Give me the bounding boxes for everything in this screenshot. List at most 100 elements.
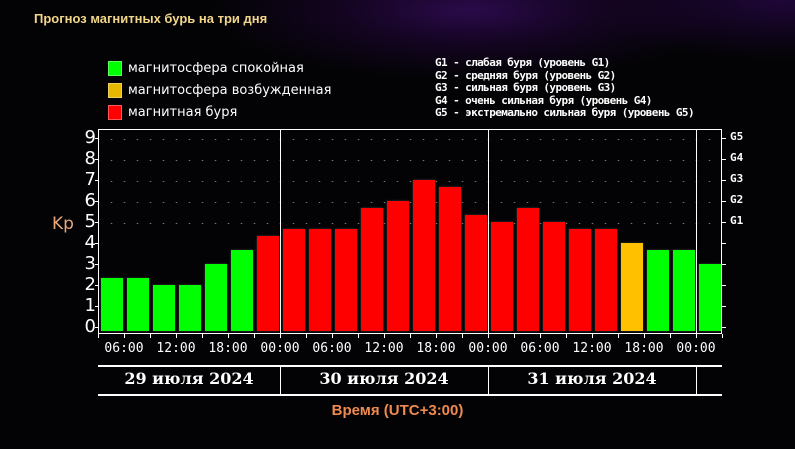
y-axis-label: Kp	[52, 214, 74, 234]
x-tick-label: 00:00	[676, 341, 716, 356]
y-tick-mark	[95, 306, 99, 307]
x-tick-mark	[722, 334, 723, 338]
x-tick-label: 00:00	[468, 341, 508, 356]
kp-bar	[101, 278, 123, 331]
date-label-day2: 30 июля 2024	[319, 369, 449, 388]
day-separator	[696, 130, 697, 333]
x-tick-mark	[436, 334, 437, 338]
right-tick-mark	[722, 264, 726, 265]
right-tick-mark	[722, 306, 726, 307]
y-tick-label: 7	[84, 169, 96, 190]
right-tick-mark	[722, 285, 726, 286]
kp-bar	[387, 201, 409, 331]
kp-bar	[205, 264, 227, 331]
x-tick-mark	[488, 334, 489, 338]
y-tick-label: 3	[84, 253, 96, 274]
x-tick-label: 06:00	[520, 341, 560, 356]
kp-bar	[491, 222, 513, 331]
kp-bar	[647, 249, 669, 331]
x-tick-mark	[514, 334, 515, 338]
x-tick-mark	[592, 334, 593, 338]
y-tick-mark	[95, 222, 99, 223]
x-tick-mark	[124, 334, 125, 338]
legend-label-active: магнитосфера возбужденная	[128, 82, 332, 98]
kp-bar	[673, 249, 695, 331]
y-tick-label: 8	[84, 148, 96, 169]
x-tick-label: 18:00	[208, 341, 248, 356]
right-tick-mark	[722, 243, 726, 244]
g-legend-g3: G3 - сильная буря (уровень G3)	[435, 81, 616, 94]
kp-bar	[699, 264, 721, 331]
day-separator	[280, 130, 281, 333]
right-tick-mark	[722, 201, 726, 202]
kp-bar	[127, 278, 149, 331]
y-tick-label: 9	[84, 127, 96, 148]
g-legend-g2: G2 - средняя буря (уровень G2)	[435, 68, 616, 82]
right-tick-mark	[722, 222, 726, 223]
kp-bar	[361, 207, 383, 331]
kp-bar	[283, 228, 305, 331]
date-band-bottom-line	[98, 394, 722, 396]
y-tick-mark	[95, 327, 99, 328]
x-tick-mark	[410, 334, 411, 338]
legend-item-storm: магнитная буря	[108, 101, 331, 123]
x-tick-label: 06:00	[312, 341, 352, 356]
y-tick-mark	[95, 180, 99, 181]
y-tick-label: 0	[84, 316, 96, 337]
kp-bar	[465, 215, 487, 331]
g-tick-label: G1	[730, 214, 744, 227]
grid-line	[99, 139, 721, 140]
y-tick-label: 6	[84, 190, 96, 211]
x-axis-label-text: Время (UTC+3:00)	[331, 402, 464, 419]
x-tick-mark	[306, 334, 307, 338]
status-legend: магнитосфера спокойная магнитосфера возб…	[108, 57, 331, 123]
y-tick-mark	[95, 201, 99, 202]
date-label-day3: 31 июля 2024	[527, 369, 657, 388]
x-tick-label: 12:00	[156, 341, 196, 356]
date-separator	[280, 365, 281, 395]
legend-label-storm: магнитная буря	[128, 104, 238, 120]
kp-bar	[543, 222, 565, 331]
g-tick-label: G2	[730, 193, 744, 206]
x-tick-mark	[618, 334, 619, 338]
day-separator	[488, 130, 489, 333]
kp-bar	[595, 228, 617, 331]
kp-bar	[439, 186, 461, 331]
g-tick-label: G5	[730, 130, 744, 143]
y-tick-label: 5	[84, 211, 96, 232]
g-tick-label: G3	[730, 172, 744, 185]
x-axis-label: Время (UTC+3:00)	[0, 402, 795, 419]
x-tick-mark	[332, 334, 333, 338]
kp-bar	[517, 207, 539, 331]
y-tick-label: 2	[84, 274, 96, 295]
x-tick-label: 12:00	[364, 341, 404, 356]
kp-bar	[309, 228, 331, 331]
right-tick-mark	[722, 180, 726, 181]
grid-line	[99, 181, 721, 182]
x-tick-mark	[280, 334, 281, 338]
grid-line	[99, 160, 721, 161]
y-tick-mark	[95, 243, 99, 244]
x-tick-mark	[202, 334, 203, 338]
x-tick-mark	[566, 334, 567, 338]
y-tick-label: 4	[84, 232, 96, 253]
x-tick-mark	[98, 334, 99, 338]
kp-bar	[257, 236, 279, 331]
x-tick-label: 00:00	[260, 341, 300, 356]
right-tick-mark	[722, 327, 726, 328]
y-tick-mark	[95, 285, 99, 286]
kp-bar	[231, 249, 253, 331]
legend-swatch-active	[108, 82, 122, 98]
grid-line	[99, 202, 721, 203]
y-tick-label: 1	[84, 295, 96, 316]
x-tick-mark	[540, 334, 541, 338]
g-level-legend: G1 - слабая буря (уровень G1) G2 - средн…	[435, 56, 695, 120]
y-tick-mark	[95, 159, 99, 160]
kp-bar	[153, 285, 175, 331]
x-tick-mark	[462, 334, 463, 338]
x-tick-mark	[644, 334, 645, 338]
x-tick-mark	[358, 334, 359, 338]
x-tick-mark	[176, 334, 177, 338]
y-tick-mark	[95, 264, 99, 265]
right-tick-mark	[722, 159, 726, 160]
